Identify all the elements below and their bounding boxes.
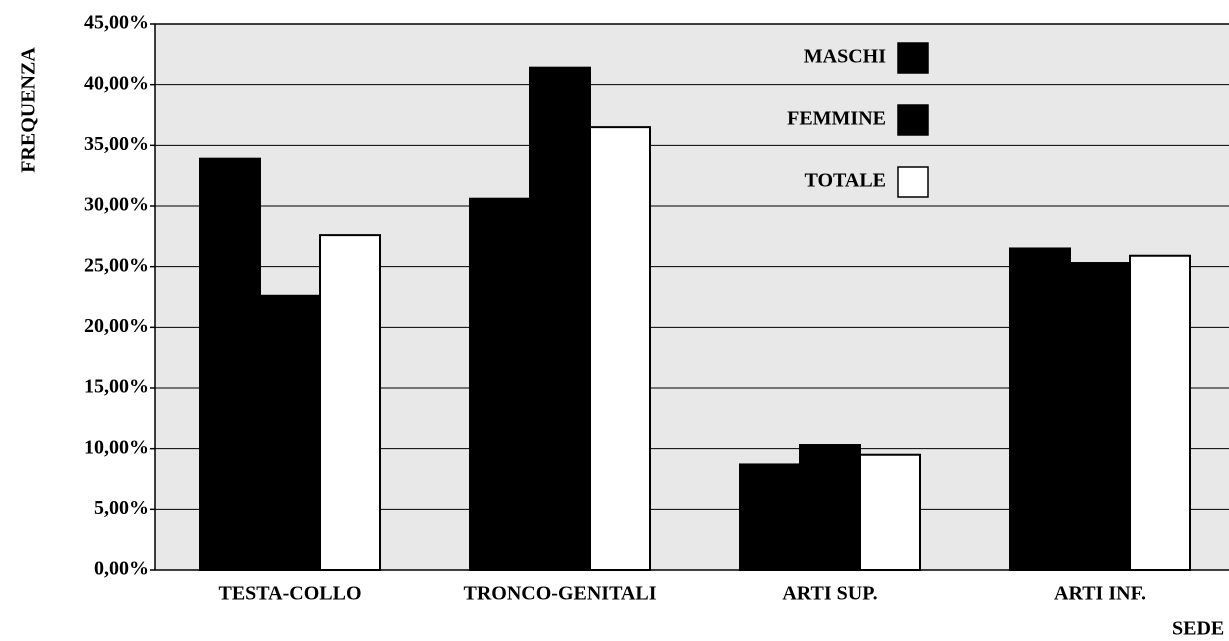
- y-axis-label: FREQUENZA: [18, 47, 40, 173]
- y-tick-label: 30,00%: [84, 194, 149, 216]
- legend-swatch: [897, 104, 929, 136]
- bar: [799, 444, 861, 572]
- y-tick-label: 0,00%: [94, 558, 149, 580]
- bar: [739, 463, 801, 571]
- bar: [859, 453, 921, 572]
- bar: [259, 294, 321, 571]
- bar: [199, 157, 261, 571]
- bar: [1129, 254, 1191, 571]
- legend-swatch: [897, 42, 929, 74]
- bar: [1009, 247, 1071, 571]
- y-tick-label: 5,00%: [94, 497, 149, 519]
- legend-label: MASCHI: [804, 46, 886, 68]
- x-tick-label: ARTI SUP.: [782, 583, 877, 605]
- y-tick-label: 20,00%: [84, 315, 149, 337]
- legend-swatch: [897, 166, 929, 198]
- bar: [469, 197, 531, 571]
- legend-label: TOTALE: [804, 170, 886, 192]
- bar: [1069, 262, 1131, 571]
- y-tick-label: 15,00%: [84, 376, 149, 398]
- x-tick-label: TRONCO-GENITALI: [464, 583, 657, 605]
- y-tick-label: 45,00%: [84, 12, 149, 34]
- bar: [319, 234, 381, 571]
- x-axis-label: SEDE: [1172, 618, 1224, 640]
- y-tick-label: 40,00%: [84, 72, 149, 94]
- bar: [589, 126, 651, 571]
- bar: [529, 66, 591, 572]
- y-tick-label: 25,00%: [84, 254, 149, 276]
- x-tick-label: TESTA-COLLO: [219, 583, 362, 605]
- x-tick-label: ARTI INF.: [1054, 583, 1146, 605]
- y-tick-label: 10,00%: [84, 436, 149, 458]
- y-tick-label: 35,00%: [84, 133, 149, 155]
- legend-label: FEMMINE: [787, 108, 886, 130]
